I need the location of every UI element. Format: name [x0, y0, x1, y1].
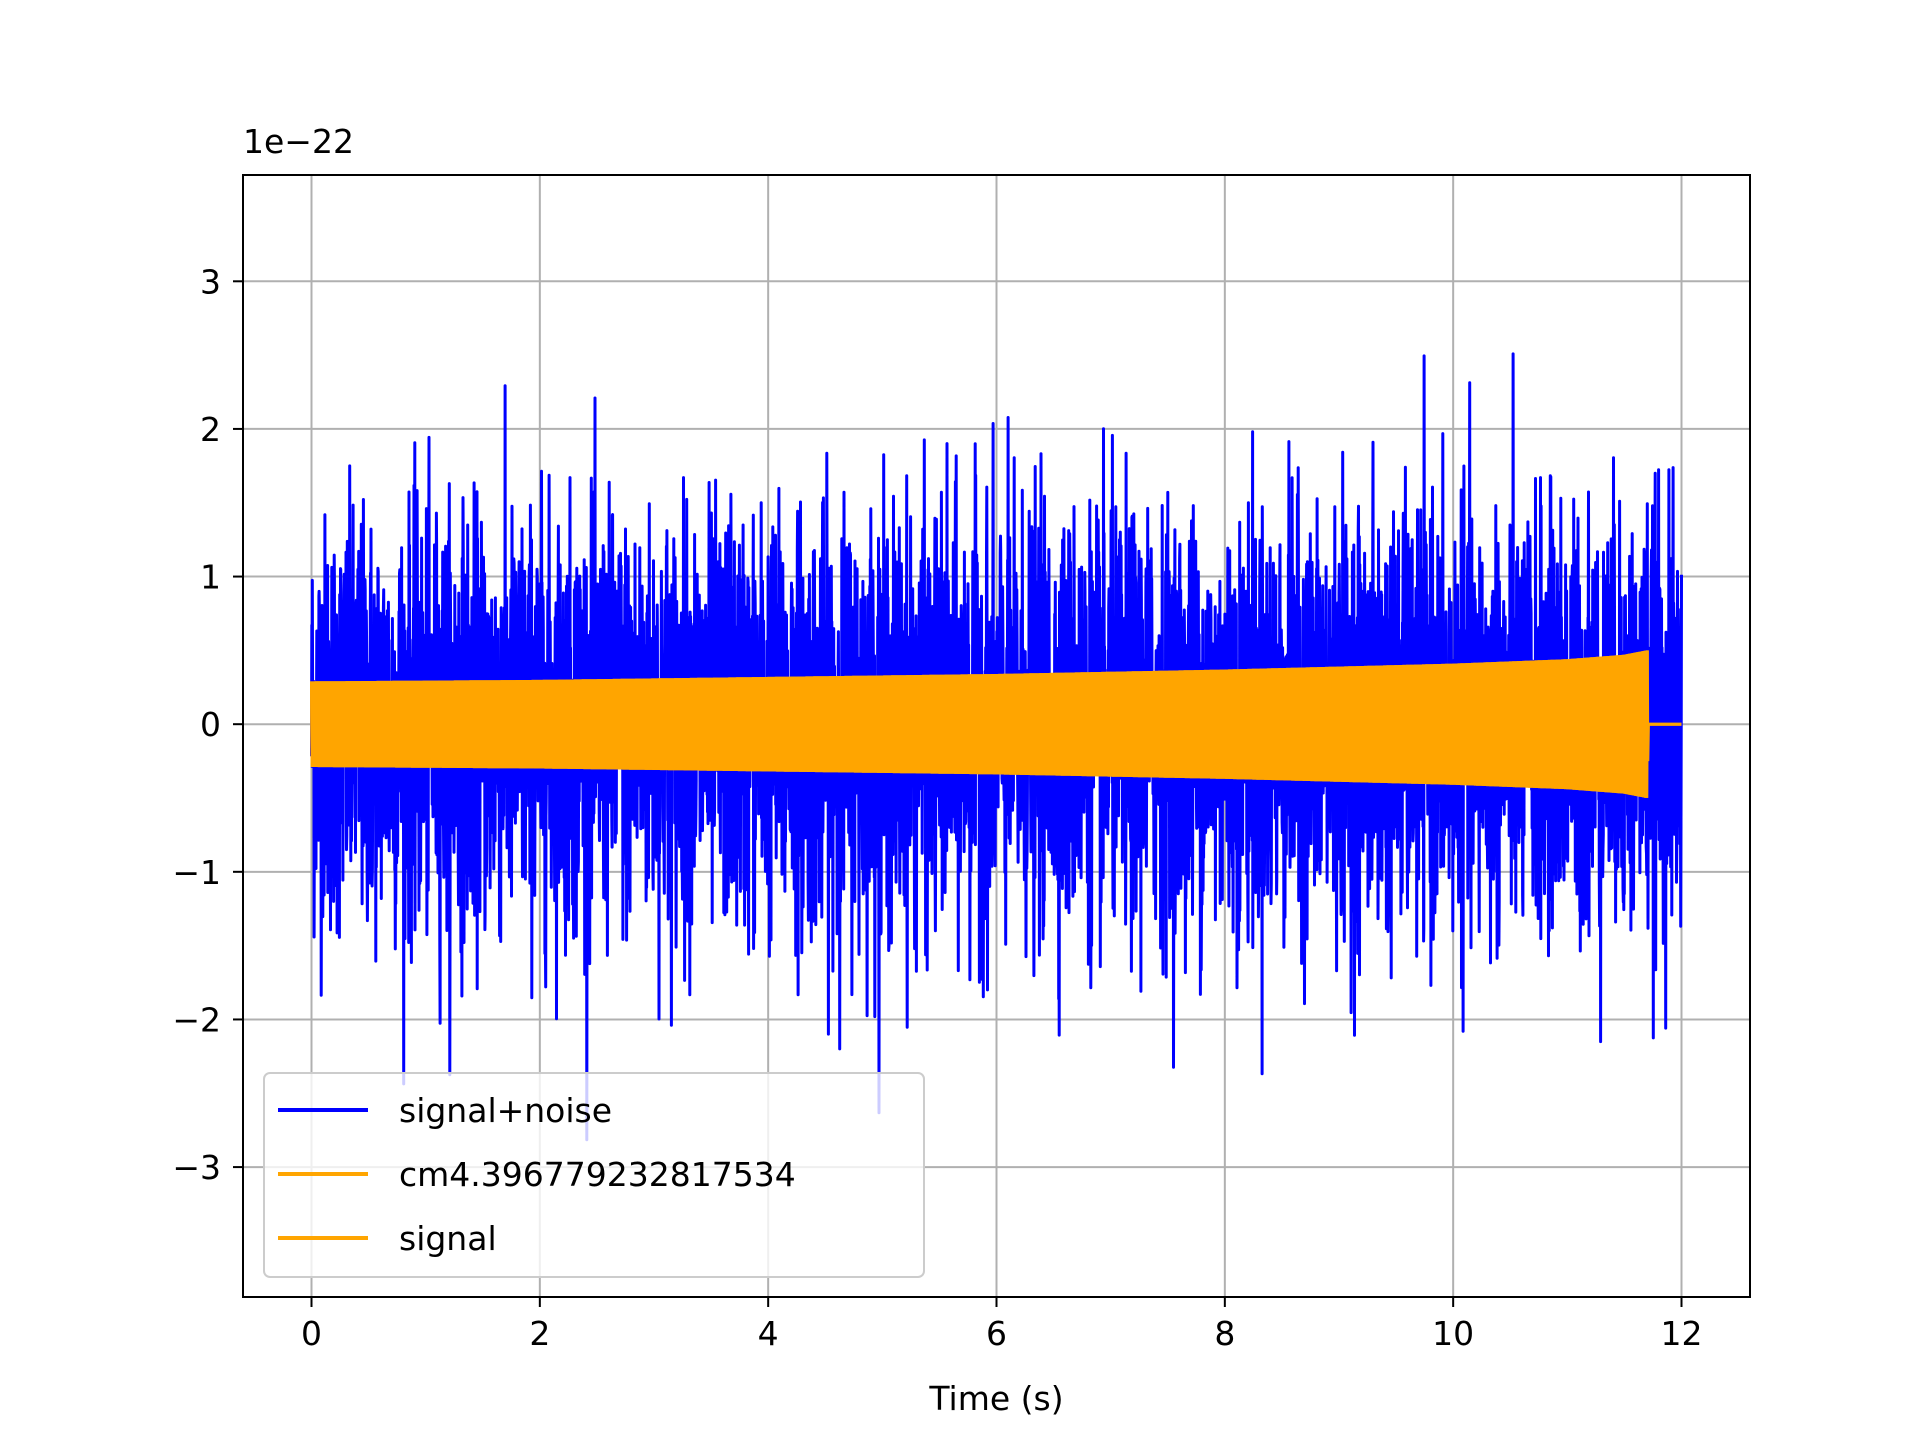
- x-tick-label: 12: [1661, 1314, 1703, 1353]
- x-tick-label: 6: [986, 1314, 1007, 1353]
- series-layer: [310, 352, 1683, 1142]
- legend-label-signal-noise: signal+noise: [399, 1091, 612, 1130]
- y-tick-label: −1: [172, 853, 221, 892]
- x-axis-label: Time (s): [928, 1379, 1063, 1418]
- y-tick-label: −2: [172, 1000, 221, 1039]
- y-offset-label: 1e−22: [243, 122, 354, 161]
- x-tick-label: 0: [301, 1314, 322, 1353]
- legend: signal+noise cm4.396779232817534 signal: [263, 1072, 925, 1278]
- y-tick-label: 1: [200, 558, 221, 597]
- legend-label-cm: cm4.396779232817534: [399, 1155, 796, 1194]
- y-tick-label: 0: [200, 705, 221, 744]
- y-tick-label: 2: [200, 410, 221, 449]
- x-tick-label: 8: [1214, 1314, 1235, 1353]
- y-tick-label: −3: [172, 1148, 221, 1187]
- y-tick-label: 3: [200, 262, 221, 301]
- x-tick-label: 2: [529, 1314, 550, 1353]
- legend-box: [263, 1072, 925, 1278]
- legend-label-signal: signal: [399, 1219, 497, 1258]
- series-signal: [310, 650, 1682, 798]
- x-tick-label: 4: [758, 1314, 779, 1353]
- x-tick-label: 10: [1432, 1314, 1474, 1353]
